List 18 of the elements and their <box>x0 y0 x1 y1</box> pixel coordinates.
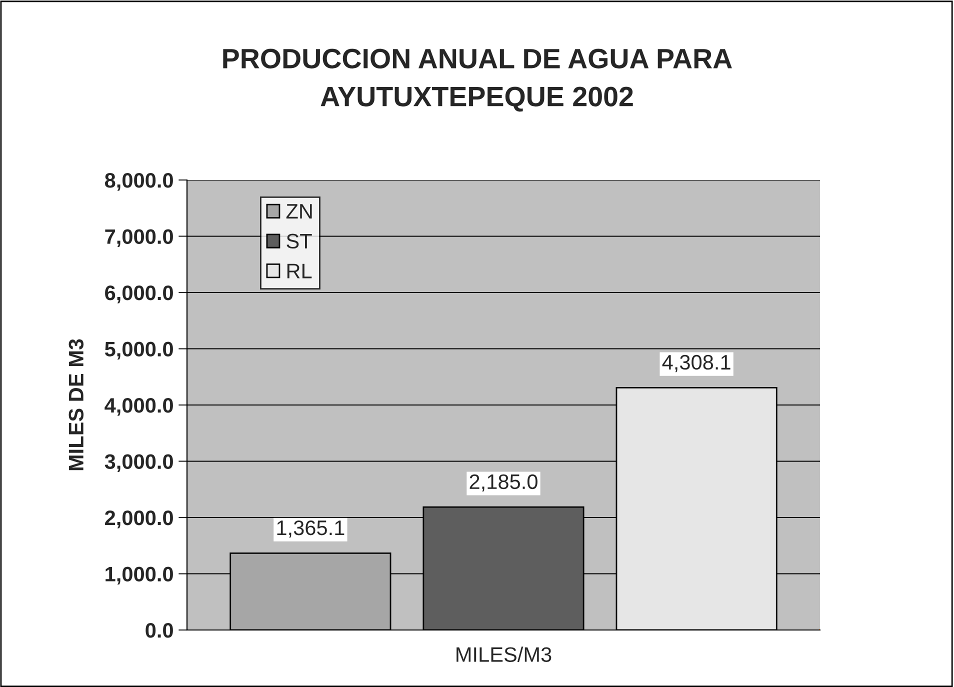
y-tick-label: 1,000.0 <box>106 566 173 585</box>
y-tick-label: 7,000.0 <box>105 229 173 248</box>
legend-label: ST <box>286 234 312 249</box>
y-tick-label: 5,000.0 <box>104 342 173 360</box>
y-tick-label: 4,000.0 <box>104 398 173 416</box>
y-tick-label: 3,000.0 <box>104 454 173 472</box>
data-label: 4,308.1 <box>662 354 730 372</box>
data-label: 1,365.1 <box>277 520 344 538</box>
data-label: 2,185.0 <box>470 474 538 492</box>
y-tick-label: 0.0 <box>146 623 173 638</box>
chart-title: PRODUCCION ANUAL DE AGUA PARA AYUTUXTEPEQUE 2002 <box>223 48 732 112</box>
legend-label: RL <box>287 264 312 278</box>
y-tick-label: 2,000.0 <box>105 510 173 528</box>
y-tick-label: 6,000.0 <box>105 286 173 304</box>
y-axis-title: MILES DE M3 <box>68 339 84 470</box>
legend-label: ZN <box>286 204 312 219</box>
x-tick-label: MILES/M3 <box>456 646 552 662</box>
y-tick-label: 8,000.0 <box>104 173 173 191</box>
